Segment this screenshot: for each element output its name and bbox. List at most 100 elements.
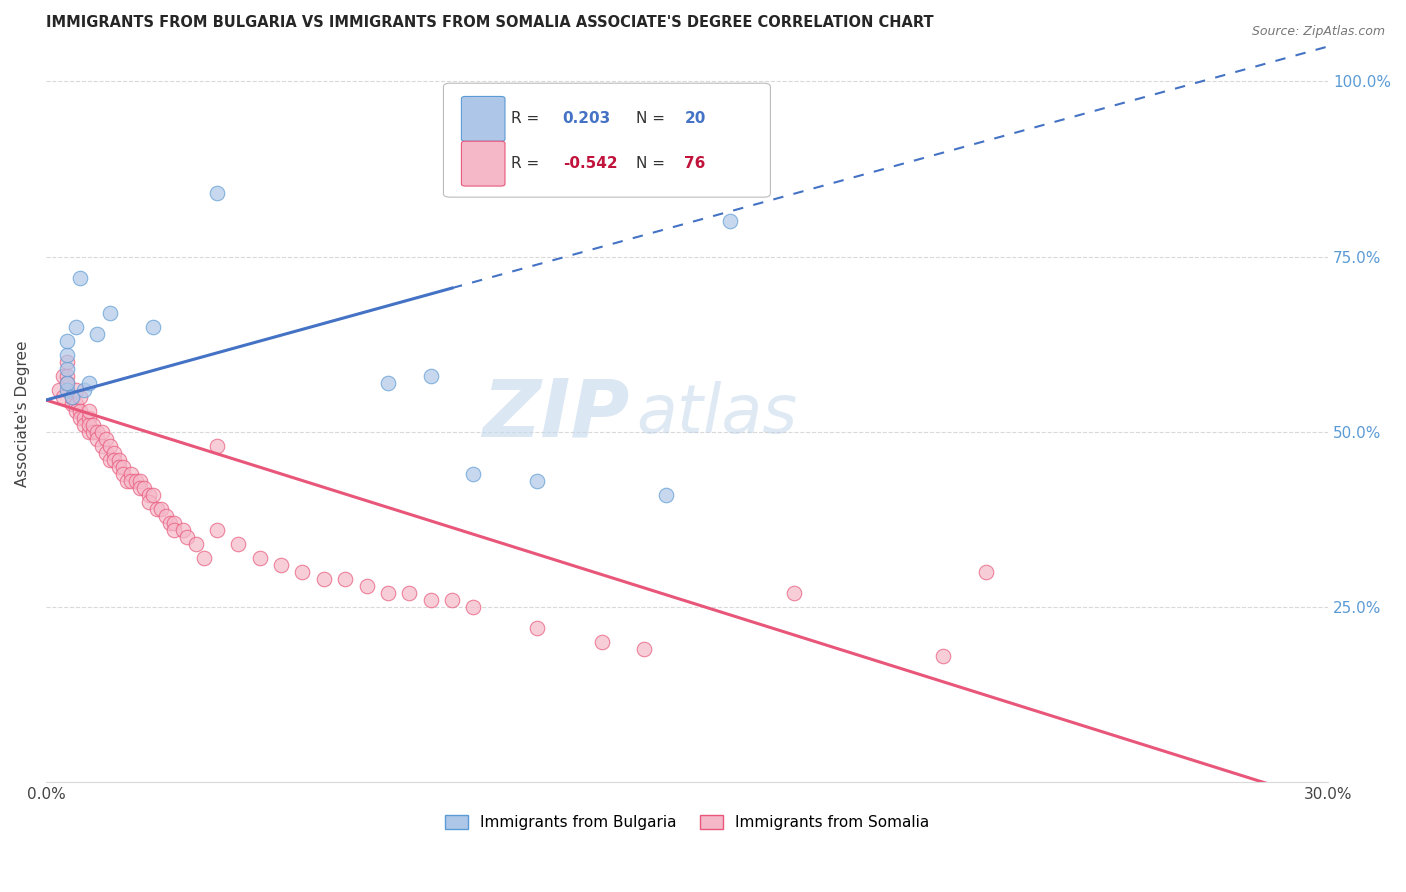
Y-axis label: Associate's Degree: Associate's Degree [15, 341, 30, 487]
Point [120, 467, 142, 481]
Text: R =: R = [512, 112, 544, 127]
Point [65, 396, 87, 410]
Point [205, 186, 228, 201]
Point [60, 390, 83, 404]
Point [526, 621, 548, 635]
Point [115, 474, 138, 488]
Point [86, 425, 108, 439]
Point [419, 592, 441, 607]
Point [142, 487, 165, 501]
Point [718, 214, 741, 228]
Point [120, 474, 142, 488]
Point [77, 410, 100, 425]
Point [90, 439, 112, 453]
Point [107, 459, 129, 474]
Point [77, 417, 100, 432]
Point [184, 536, 207, 550]
Point [86, 432, 108, 446]
Point [60, 390, 83, 404]
Point [138, 494, 160, 508]
Text: 0.203: 0.203 [562, 112, 612, 127]
Point [440, 592, 463, 607]
Text: R =: R = [512, 156, 544, 171]
Point [56, 383, 79, 397]
Point [633, 641, 655, 656]
Point [312, 572, 335, 586]
Point [932, 648, 955, 663]
Point [291, 565, 314, 579]
Point [107, 452, 129, 467]
Point [134, 481, 156, 495]
Point [125, 474, 148, 488]
Point [90, 425, 112, 439]
Point [526, 474, 548, 488]
Point [111, 459, 134, 474]
Point [52, 368, 75, 383]
Point [176, 530, 198, 544]
Point [94, 445, 117, 459]
Text: N =: N = [636, 112, 669, 127]
Point [142, 319, 165, 334]
Point [56, 354, 79, 368]
Point [60, 396, 83, 410]
Point [82, 417, 104, 432]
Point [73, 417, 96, 432]
Point [86, 326, 108, 341]
Point [654, 487, 676, 501]
Point [138, 487, 160, 501]
FancyBboxPatch shape [461, 96, 505, 141]
Point [398, 585, 420, 599]
Point [56, 347, 79, 361]
Point [98, 452, 121, 467]
Text: atlas: atlas [636, 381, 797, 447]
Point [377, 585, 399, 599]
Point [56, 361, 79, 376]
Point [56, 376, 79, 390]
Point [77, 425, 100, 439]
Point [205, 439, 228, 453]
Point [129, 481, 152, 495]
Point [52, 390, 75, 404]
Point [333, 572, 356, 586]
Point [163, 516, 186, 530]
Point [73, 410, 96, 425]
Legend: Immigrants from Bulgaria, Immigrants from Somalia: Immigrants from Bulgaria, Immigrants fro… [439, 809, 935, 837]
Point [98, 439, 121, 453]
Text: 20: 20 [685, 112, 706, 127]
Point [463, 467, 485, 481]
Point [155, 508, 177, 523]
Text: 76: 76 [685, 156, 706, 171]
Point [249, 550, 271, 565]
Point [56, 334, 79, 348]
Point [205, 523, 228, 537]
Point [193, 550, 215, 565]
Text: ZIP: ZIP [482, 375, 630, 453]
Point [356, 579, 378, 593]
Point [48, 383, 70, 397]
Point [129, 474, 152, 488]
Point [82, 425, 104, 439]
Point [103, 445, 125, 459]
Point [103, 452, 125, 467]
Point [172, 523, 194, 537]
Point [377, 376, 399, 390]
Point [65, 319, 87, 334]
FancyBboxPatch shape [443, 83, 770, 197]
Point [974, 565, 997, 579]
Point [69, 390, 91, 404]
Point [111, 467, 134, 481]
Point [77, 376, 100, 390]
Point [65, 403, 87, 417]
Point [65, 383, 87, 397]
Point [94, 432, 117, 446]
Point [69, 403, 91, 417]
Point [226, 536, 249, 550]
Point [73, 383, 96, 397]
Point [69, 270, 91, 285]
Point [98, 305, 121, 319]
Point [56, 376, 79, 390]
Text: N =: N = [636, 156, 669, 171]
Point [69, 410, 91, 425]
Point [77, 403, 100, 417]
Point [56, 368, 79, 383]
